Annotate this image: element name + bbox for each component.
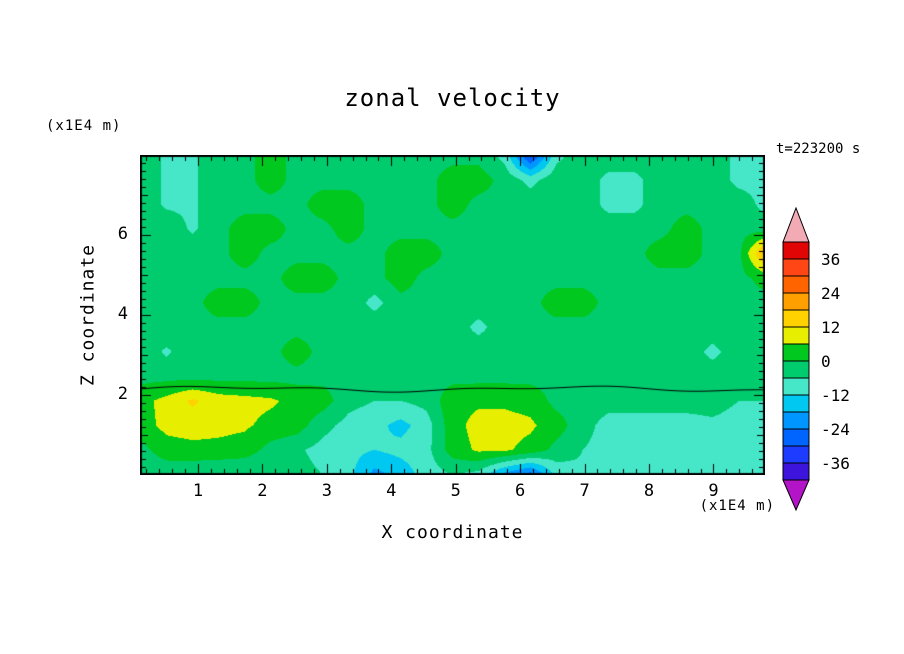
x-tick-label-8: 8 xyxy=(643,481,655,501)
colorbar-band xyxy=(782,394,810,413)
colorbar-band xyxy=(782,411,810,430)
colorbar-tick-label--36: -36 xyxy=(821,454,850,473)
colorbar-band xyxy=(782,292,810,311)
y-axis-title: Z coordinate xyxy=(77,243,99,387)
x-tick-label-9: 9 xyxy=(708,481,719,501)
colorbar-band xyxy=(782,360,810,379)
x-tick-label-3: 3 xyxy=(321,481,332,501)
colorbar-band xyxy=(782,309,810,328)
colorbar-tick-label--12: -12 xyxy=(821,386,850,405)
x-tick-label-5: 5 xyxy=(450,481,461,501)
y-tick-label-2: 2 xyxy=(117,384,128,404)
colorbar-tick-label-24: 24 xyxy=(821,284,840,303)
x-tick-label-2: 2 xyxy=(257,481,268,501)
colorbar-tick-label-12: 12 xyxy=(821,318,840,337)
y-tick-label-4: 4 xyxy=(117,304,128,324)
colorbar: 36 24 12 0 -12 -24 -36 xyxy=(782,206,850,512)
colorbar-band xyxy=(782,377,810,396)
x-axis-unit-label: (x1E4 m) xyxy=(699,498,775,514)
colorbar-bottom-arrow xyxy=(782,479,810,512)
colorbar-band xyxy=(782,445,810,464)
x-tick-label-4: 4 xyxy=(386,481,397,501)
y-axis-unit-label: (x1E4 m) xyxy=(46,118,122,134)
x-axis-title: X coordinate xyxy=(381,522,524,543)
colorbar-top-arrow xyxy=(782,206,810,243)
plot-title: zonal velocity xyxy=(344,84,561,112)
colorbar-band xyxy=(782,462,810,481)
x-tick-label-6: 6 xyxy=(515,481,526,501)
colorbar-band xyxy=(782,343,810,362)
colorbar-tick-label-0: 0 xyxy=(821,352,831,371)
x-tick-label-7: 7 xyxy=(579,481,590,501)
colorbar-tick-label-36: 36 xyxy=(821,250,840,269)
colorbar-band xyxy=(782,428,810,447)
colorbar-band xyxy=(782,241,810,260)
timestamp-label: t=223200 s xyxy=(776,141,861,157)
y-tick-label-6: 6 xyxy=(117,224,128,244)
colorbar-band xyxy=(782,326,810,345)
colorbar-band xyxy=(782,258,810,277)
contour-plot-canvas xyxy=(140,155,765,475)
x-tick-label-1: 1 xyxy=(192,481,204,501)
colorbar-band xyxy=(782,275,810,294)
colorbar-tick-label--24: -24 xyxy=(821,420,850,439)
